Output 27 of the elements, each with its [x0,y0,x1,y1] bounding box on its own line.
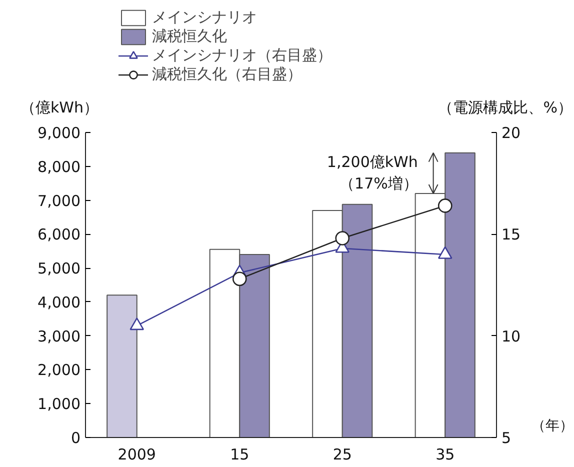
y2-tick-label: 15 [502,226,521,244]
x-tick-label: 35 [436,446,455,464]
y2-tick-label: 20 [502,124,521,142]
y-tick-label: 9,000 [38,124,81,142]
bar [106,294,138,438]
y-tick-label: 6,000 [38,226,81,244]
y-tick-label: 2,000 [38,361,81,380]
y-tick-label: 5,000 [38,260,81,278]
y2-tick-label: 10 [502,327,521,346]
y2-tick-label: 5 [502,429,512,447]
legend-label: メインシナリオ（右目盛） [152,46,332,65]
x-tick-label: 25 [332,446,352,464]
y-tick-label: 7,000 [38,192,81,210]
x-tick-label: 2009 [118,446,156,464]
y-tick-label: 8,000 [38,158,81,176]
legend-label: 減税恒久化 [152,27,227,46]
legend-label: メインシナリオ [152,8,257,27]
y-tick-label: 0 [70,429,81,447]
x-tick-label: 15 [230,446,250,464]
y-axis-title: （億kWh） [20,98,99,116]
annotation: 1,200億kWh （17%増） [326,152,418,192]
legend-label: 減税恒久化（右目盛） [152,65,302,84]
y-tick-label: 3,000 [38,327,81,346]
x-axis-title: （年） [532,418,574,434]
y2-axis-title: （電源構成比、%） [438,98,573,116]
y-tick-label: 4,000 [38,293,81,312]
y-tick-label: 1,000 [38,395,81,414]
